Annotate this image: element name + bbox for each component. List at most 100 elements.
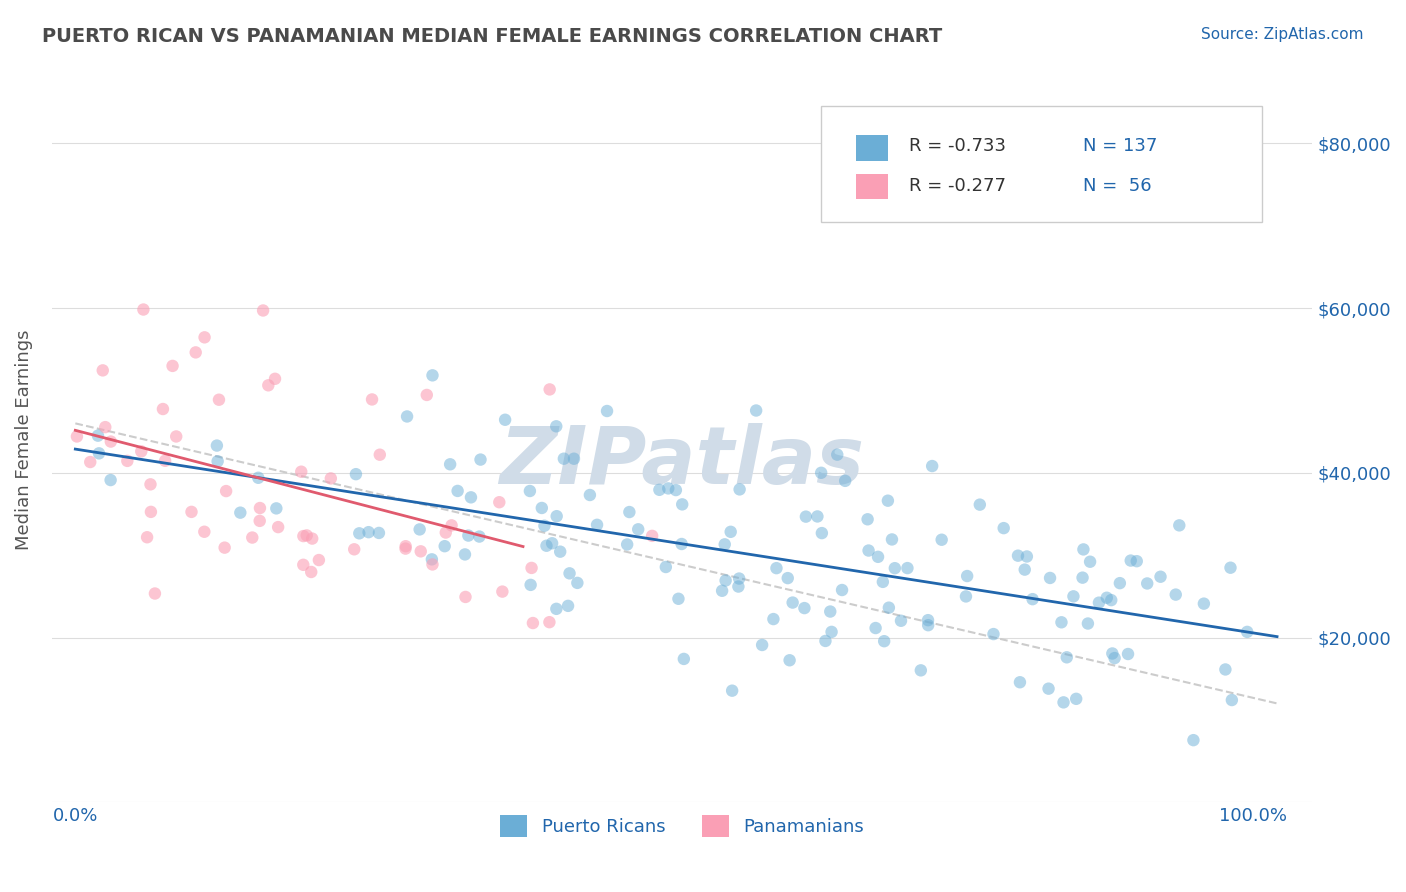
Puerto Ricans [765,561,787,575]
Panamanians [264,372,287,386]
Puerto Ricans [420,552,443,566]
FancyBboxPatch shape [856,136,887,161]
Panamanians [129,444,152,458]
FancyBboxPatch shape [856,174,887,199]
Puerto Ricans [546,509,568,524]
Panamanians [416,388,439,402]
Puerto Ricans [1008,675,1031,690]
Panamanians [434,525,457,540]
Puerto Ricans [825,448,848,462]
Puerto Ricans [1095,591,1118,605]
Panamanians [394,541,416,556]
Puerto Ricans [668,591,690,606]
Panamanians [208,392,231,407]
Panamanians [538,383,561,397]
Puerto Ricans [880,533,903,547]
Puerto Ricans [983,627,1005,641]
Puerto Ricans [969,498,991,512]
Puerto Ricans [877,600,900,615]
Panamanians [368,448,391,462]
Puerto Ricans [1038,681,1060,696]
Puerto Ricans [1088,596,1111,610]
Puerto Ricans [910,664,932,678]
Puerto Ricans [814,634,837,648]
Panamanians [91,363,114,377]
Puerto Ricans [1108,576,1130,591]
Puerto Ricans [1014,563,1036,577]
Puerto Ricans [87,446,110,460]
Panamanians [319,471,342,485]
Text: Source: ZipAtlas.com: Source: ZipAtlas.com [1201,27,1364,42]
Puerto Ricans [446,483,468,498]
Panamanians [79,455,101,469]
Puerto Ricans [751,638,773,652]
Panamanians [117,454,139,468]
Puerto Ricans [793,601,815,615]
Panamanians [299,565,322,579]
Puerto Ricans [1062,590,1084,604]
Puerto Ricans [546,602,568,616]
Puerto Ricans [433,539,456,553]
Puerto Ricans [811,526,834,541]
Puerto Ricans [1073,542,1095,557]
Panamanians [290,465,312,479]
Puerto Ricans [1236,624,1258,639]
Panamanians [308,553,330,567]
Puerto Ricans [831,582,853,597]
Panamanians [193,330,215,344]
Puerto Ricans [714,574,737,588]
Text: R = -0.733: R = -0.733 [910,136,1005,154]
Puerto Ricans [541,536,564,550]
Panamanians [249,501,271,516]
Panamanians [153,454,176,468]
Panamanians [100,434,122,449]
Puerto Ricans [665,483,688,497]
Puerto Ricans [1056,650,1078,665]
Puerto Ricans [1136,576,1159,591]
Panamanians [193,524,215,539]
Puerto Ricans [806,509,828,524]
Panamanians [343,542,366,557]
Puerto Ricans [1077,616,1099,631]
Puerto Ricans [671,497,693,511]
Puerto Ricans [728,483,751,497]
Panamanians [257,378,280,392]
Puerto Ricans [530,500,553,515]
Puerto Ricans [917,613,939,627]
Puerto Ricans [1101,647,1123,661]
Panamanians [180,505,202,519]
Puerto Ricans [519,578,541,592]
Panamanians [422,558,444,572]
Puerto Ricans [1071,571,1094,585]
Panamanians [361,392,384,407]
Puerto Ricans [408,523,430,537]
Puerto Ricans [1219,560,1241,574]
Puerto Ricans [655,560,678,574]
Panamanians [488,495,510,509]
Puerto Ricans [596,404,619,418]
Puerto Ricans [883,561,905,575]
Puerto Ricans [713,537,735,551]
Panamanians [520,561,543,575]
Puerto Ricans [657,482,679,496]
Puerto Ricans [865,621,887,635]
Puerto Ricans [1007,549,1029,563]
Puerto Ricans [917,618,939,632]
Text: R = -0.277: R = -0.277 [910,178,1005,195]
Puerto Ricans [247,471,270,485]
Puerto Ricans [745,403,768,417]
Puerto Ricans [728,572,751,586]
Puerto Ricans [470,452,492,467]
Puerto Ricans [896,561,918,575]
Panamanians [215,484,238,499]
Puerto Ricans [873,634,896,648]
Panamanians [292,529,315,543]
Puerto Ricans [207,454,229,468]
Puerto Ricans [586,517,609,532]
Panamanians [165,429,187,443]
Panamanians [440,518,463,533]
Puerto Ricans [720,524,742,539]
Puerto Ricans [562,451,585,466]
Puerto Ricans [567,575,589,590]
Puerto Ricans [396,409,419,424]
